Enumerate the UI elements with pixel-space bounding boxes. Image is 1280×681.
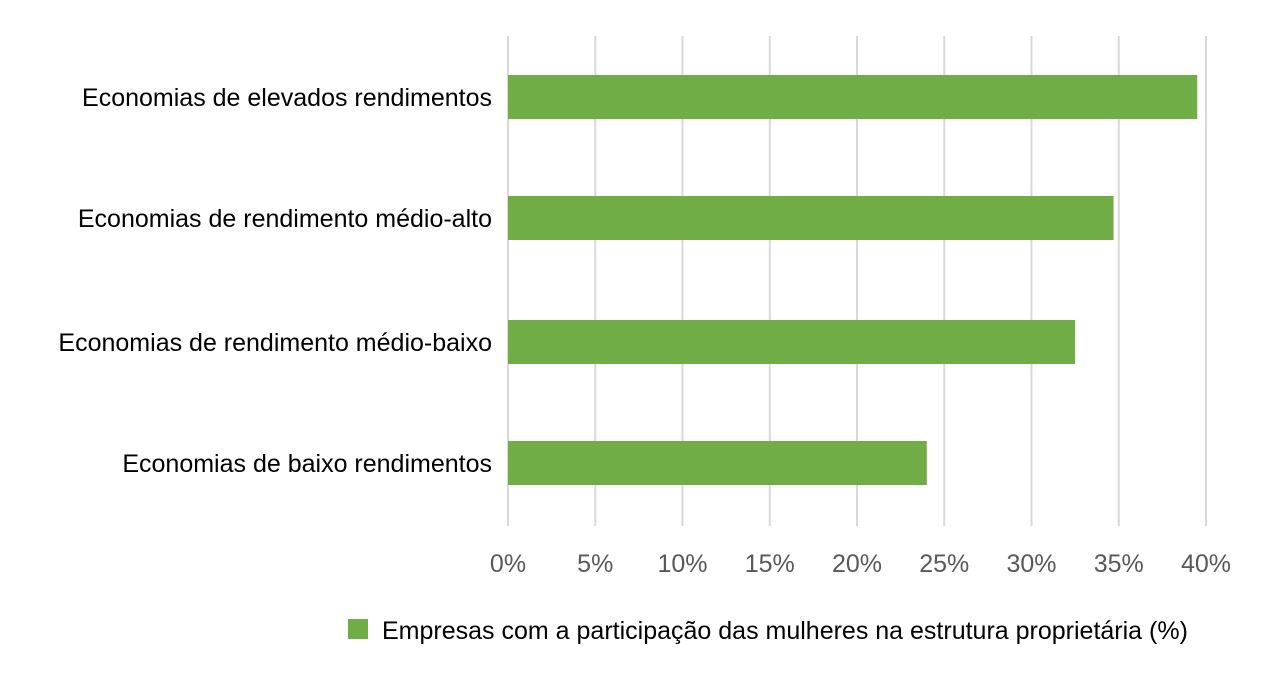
x-tick-label: 5% — [577, 550, 613, 578]
x-tick-label: 10% — [657, 550, 707, 578]
category-label: Economias de elevados rendimentos — [82, 84, 492, 112]
x-tick-label: 25% — [919, 550, 969, 578]
category-label: Economias de rendimento médio-alto — [78, 205, 492, 233]
bar — [508, 320, 1076, 364]
category-labels: Economias de elevados rendimentos Economi… — [58, 84, 492, 478]
bar — [508, 441, 927, 485]
x-tick-label: 35% — [1094, 550, 1144, 578]
bar — [508, 196, 1114, 240]
category-label: Economias de baixo rendimentos — [122, 450, 492, 478]
x-tick-label: 20% — [832, 550, 882, 578]
x-tick-label: 0% — [490, 550, 526, 578]
x-tick-label: 40% — [1181, 550, 1231, 578]
category-label: Economias de rendimento médio-baixo — [58, 329, 492, 357]
bars — [508, 75, 1198, 485]
x-tick-label: 30% — [1006, 550, 1056, 578]
legend-swatch — [348, 619, 368, 639]
legend: Empresas com a participação das mulheres… — [348, 617, 1188, 645]
x-axis-tick-labels: 0% 5% 10% 15% 20% 25% 30% 35% 40% — [490, 550, 1231, 578]
bar — [508, 75, 1198, 119]
x-tick-label: 15% — [745, 550, 795, 578]
legend-label: Empresas com a participação das mulheres… — [382, 617, 1188, 645]
